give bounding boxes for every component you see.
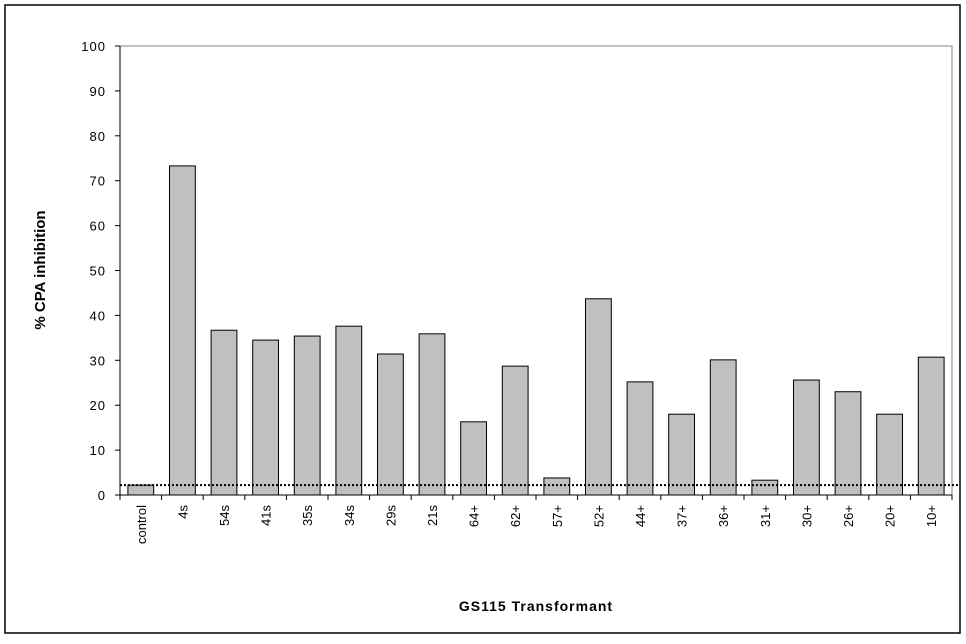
x-tick-label: 31+ bbox=[758, 505, 773, 527]
bar bbox=[127, 484, 155, 496]
bar bbox=[169, 165, 196, 496]
bar bbox=[709, 359, 737, 496]
y-tick-label: 70 bbox=[90, 174, 106, 189]
x-tick-label: 30+ bbox=[799, 505, 814, 527]
x-tick-label: 37+ bbox=[675, 505, 690, 527]
bar bbox=[793, 379, 820, 496]
y-tick-label: 80 bbox=[90, 129, 106, 144]
x-tick-label: control bbox=[134, 505, 149, 544]
x-tick-label: 21s bbox=[425, 505, 440, 526]
bar bbox=[252, 339, 279, 496]
bar bbox=[501, 365, 529, 496]
x-tick-label: 20+ bbox=[883, 505, 898, 527]
x-tick-label: 44+ bbox=[633, 505, 648, 527]
y-axis-title: % CPA inhibition bbox=[32, 210, 49, 329]
x-tick-label: 64+ bbox=[467, 505, 482, 527]
x-tick-label: 26+ bbox=[841, 505, 856, 527]
bar bbox=[293, 335, 321, 496]
x-axis-title: GS115 Transformant bbox=[459, 598, 613, 614]
bar bbox=[418, 333, 446, 496]
bar bbox=[585, 298, 612, 496]
x-tick-label: 10+ bbox=[924, 505, 939, 527]
y-tick-label: 90 bbox=[90, 84, 106, 99]
x-tick-label: 41s bbox=[259, 505, 274, 526]
bar bbox=[751, 479, 779, 496]
bar bbox=[876, 413, 903, 496]
bar bbox=[335, 325, 363, 496]
bar bbox=[917, 356, 945, 496]
y-tick-label: 0 bbox=[98, 488, 106, 503]
x-tick-label: 36+ bbox=[716, 505, 731, 527]
x-tick-label: 4s bbox=[175, 505, 190, 519]
x-tick-label: 35s bbox=[300, 505, 315, 526]
x-tick-label: 54s bbox=[217, 505, 232, 526]
y-tick-label: 10 bbox=[90, 443, 106, 458]
bar bbox=[543, 477, 571, 496]
y-tick-label: 50 bbox=[90, 264, 106, 279]
bar bbox=[834, 391, 862, 496]
bar bbox=[210, 329, 238, 496]
y-tick-label: 40 bbox=[90, 308, 106, 323]
bar bbox=[377, 353, 404, 496]
x-tick-label: 57+ bbox=[550, 505, 565, 527]
y-tick-label: 30 bbox=[90, 353, 106, 368]
y-tick-label: 20 bbox=[90, 398, 106, 413]
x-tick-label: 62+ bbox=[508, 505, 523, 527]
x-tick-label: 34s bbox=[342, 505, 357, 526]
chart-frame bbox=[4, 4, 961, 634]
bar bbox=[626, 381, 654, 496]
y-tick-label: 60 bbox=[90, 219, 106, 234]
y-tick-label: 100 bbox=[81, 39, 106, 54]
x-tick-label: 52+ bbox=[591, 505, 606, 527]
bar bbox=[668, 413, 695, 496]
bar bbox=[460, 421, 487, 496]
x-tick-label: 29s bbox=[383, 505, 398, 526]
